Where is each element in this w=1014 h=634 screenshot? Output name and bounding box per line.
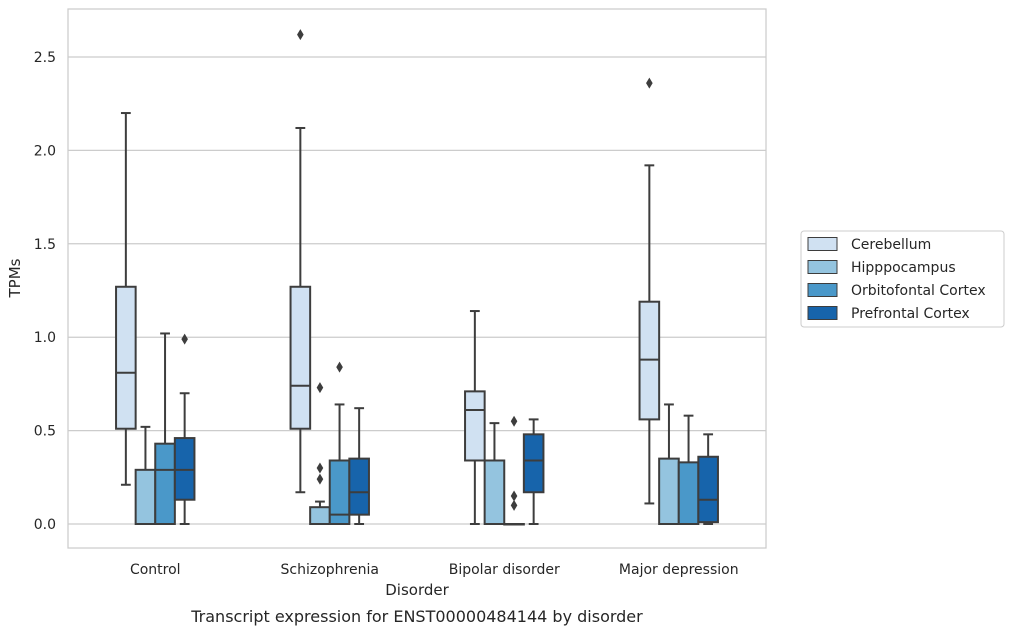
box-iqr <box>483 459 506 526</box>
box-cerebellum <box>289 29 312 494</box>
outlier-point <box>510 499 518 511</box>
x-tick-label: Bipolar disorder <box>449 562 560 578</box>
legend-label: Hipppocampus <box>851 260 956 276</box>
box-hipppocampus <box>134 425 157 526</box>
box-prefrontal-cortex <box>173 333 196 525</box>
legend-label: Prefrontal Cortex <box>851 306 970 322</box>
legend-swatch <box>807 306 838 320</box>
x-tick-label: Schizophrenia <box>281 562 379 578</box>
box-cerebellum <box>464 310 486 525</box>
outlier-point <box>646 77 653 89</box>
legend-swatch <box>807 283 838 297</box>
x-tick-label: Control <box>130 562 181 578</box>
box-prefrontal-cortex <box>522 418 545 525</box>
box-hipppocampus <box>483 422 506 526</box>
legend: Cerebellum Hipppocampus Orbitofontal Corte… <box>800 230 1005 328</box>
legend-frame <box>800 230 1005 328</box>
legend-swatch <box>807 237 838 251</box>
y-axis-label: TPMs <box>6 258 24 298</box>
box-iqr <box>309 506 331 525</box>
box-orbitofontal-cortex <box>328 361 351 526</box>
legend-label: Orbitofontal Cortex <box>851 283 986 299</box>
outlier-point <box>510 415 518 427</box>
y-tick-label: 2.5 <box>34 50 56 66</box>
box-orbitofontal-cortex <box>677 414 700 525</box>
x-tick-label: Major depression <box>619 562 739 578</box>
x-axis-label: Disorder <box>385 581 449 599</box>
outlier-point <box>316 462 324 474</box>
y-tick-label: 1.5 <box>34 237 56 253</box>
box-orbitofontal-cortex <box>154 332 176 525</box>
legend-swatch <box>807 260 838 274</box>
box-iqr <box>115 285 137 430</box>
outlier-point <box>316 473 324 485</box>
box-hipppocampus <box>309 382 331 525</box>
y-tick-label: 0.0 <box>34 517 56 533</box>
legend-label: Cerebellum <box>851 237 931 253</box>
box-iqr <box>134 468 157 526</box>
y-tick-label: 2.0 <box>34 143 56 159</box>
x-axis: Control Schizophrenia Bipolar disorder Majo… <box>130 562 739 578</box>
box-iqr <box>677 461 700 525</box>
box-iqr <box>348 457 370 516</box>
box-iqr <box>522 433 545 494</box>
box-iqr <box>464 390 486 462</box>
outlier-point <box>181 333 188 345</box>
box-plot-marks <box>115 29 719 526</box>
box-iqr <box>289 285 312 430</box>
box-iqr <box>658 457 680 525</box>
outlier-point <box>297 29 304 41</box>
box-prefrontal-cortex <box>348 407 370 525</box>
box-cerebellum <box>638 77 661 505</box>
outlier-point <box>336 361 343 373</box>
box-prefrontal-cortex <box>697 433 719 525</box>
box-iqr <box>154 442 176 525</box>
chart-title: Transcript expression for ENST0000048414… <box>190 607 643 626</box>
box-iqr <box>697 455 719 524</box>
plot-frame <box>67 8 767 549</box>
y-axis: 0.0 0.5 1.0 1.5 2.0 2.5 <box>34 50 56 533</box>
y-tick-label: 0.5 <box>34 424 56 440</box>
y-tick-label: 1.0 <box>34 330 56 346</box>
box-cerebellum <box>115 112 137 486</box>
box-hipppocampus <box>658 403 680 525</box>
box-orbitofontal-cortex <box>503 415 525 526</box>
outlier-point <box>316 382 324 394</box>
outlier-point <box>510 490 518 502</box>
